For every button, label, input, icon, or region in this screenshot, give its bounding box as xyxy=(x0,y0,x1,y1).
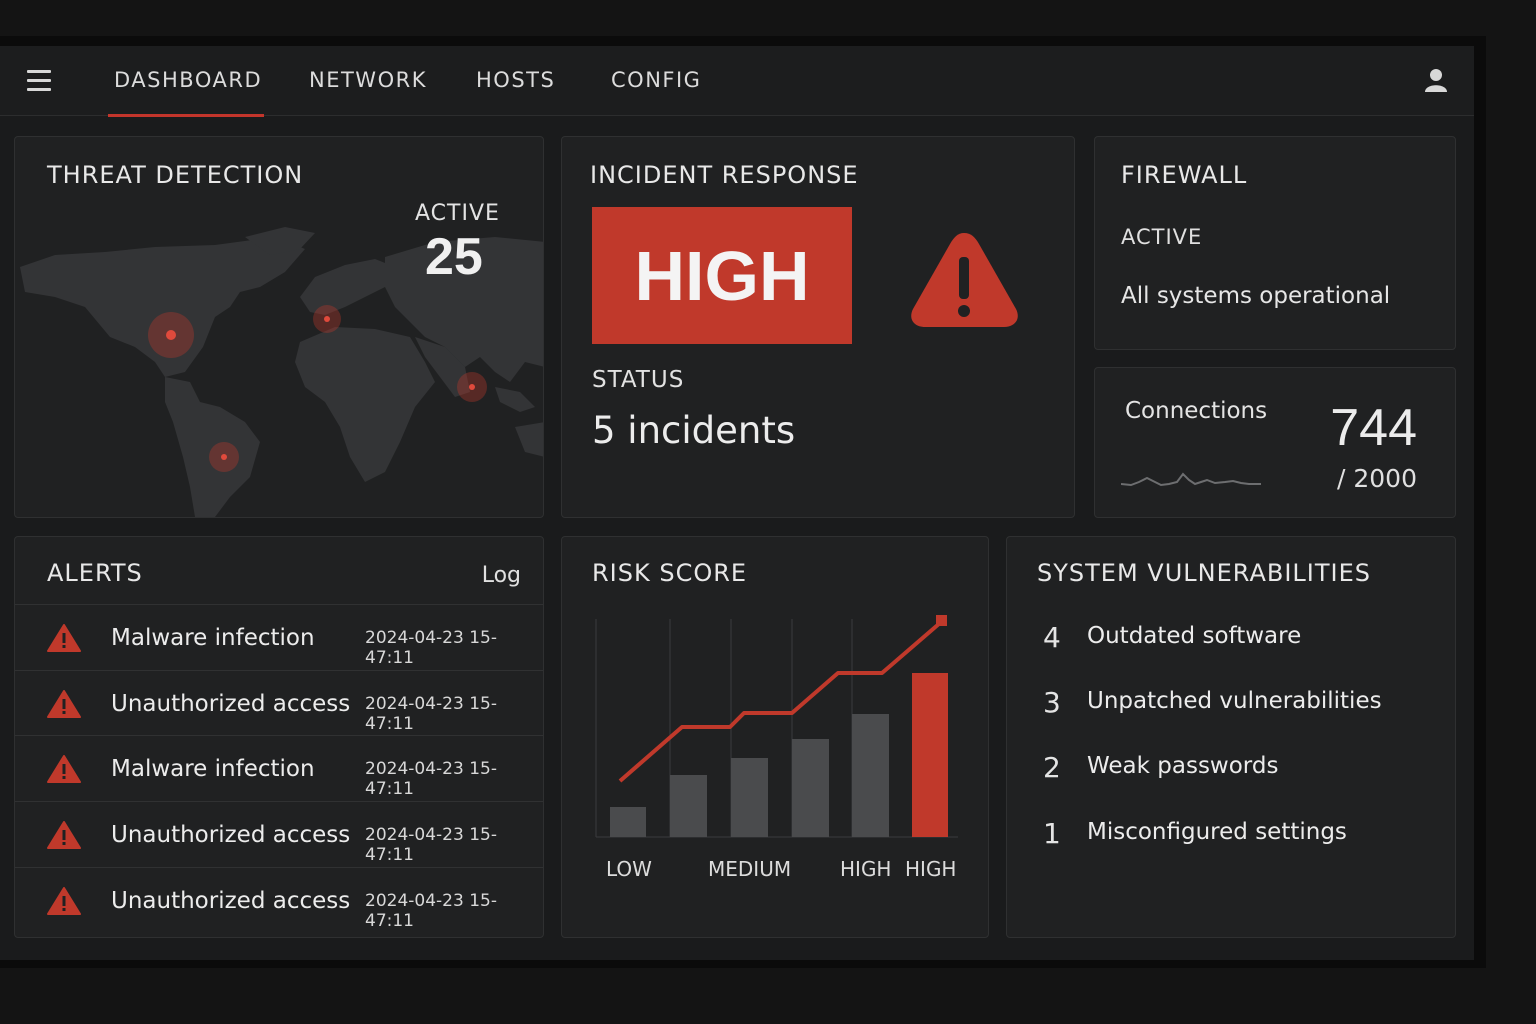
world-map xyxy=(20,227,543,517)
connections-value: 744 xyxy=(1330,399,1417,457)
active-threats-count: 25 xyxy=(425,228,483,286)
connections-sparkline xyxy=(1121,472,1261,487)
connections-max: / 2000 xyxy=(1337,464,1417,493)
vulnerability-label: Unpatched vulnerabilities xyxy=(1087,688,1382,714)
alert-message: Unauthorized access xyxy=(111,822,351,848)
risk-tick-label: HIGH xyxy=(840,857,892,881)
risk-trend-endpoint xyxy=(936,615,947,626)
tab-config[interactable]: CONFIG xyxy=(611,68,702,92)
alert-timestamp: 2024-04-23 15-47:11 xyxy=(365,825,497,865)
incident-title: INCIDENT RESPONSE xyxy=(590,161,859,189)
risk-chart xyxy=(595,615,958,838)
risk-title: RISK SCORE xyxy=(592,559,748,587)
incident-status-value: 5 incidents xyxy=(592,409,796,452)
connections-panel: Connections 744 / 2000 xyxy=(1094,367,1456,518)
vulnerability-count: 2 xyxy=(1043,751,1061,784)
risk-bar xyxy=(670,775,707,837)
vulnerability-count: 4 xyxy=(1043,621,1061,654)
alert-timestamp: 2024-04-23 15-47:11 xyxy=(365,891,497,931)
vulnerabilities-panel: SYSTEM VULNERABILITIES 4 Outdated softwa… xyxy=(1006,536,1456,938)
warning-icon xyxy=(47,624,81,652)
risk-bar-highlight xyxy=(912,673,948,837)
risk-trend-line xyxy=(618,621,942,783)
firewall-panel: FIREWALL ACTIVE All systems operational xyxy=(1094,136,1456,350)
alert-timestamp: 2024-04-23 15-47:11 xyxy=(365,759,497,799)
vulnerability-count: 1 xyxy=(1043,817,1061,850)
alert-timestamp: 2024-04-23 15-47:11 xyxy=(365,694,497,734)
vulnerabilities-title: SYSTEM VULNERABILITIES xyxy=(1037,559,1372,587)
alert-message: Malware infection xyxy=(111,625,315,651)
warning-icon xyxy=(47,690,81,718)
vulnerability-label: Outdated software xyxy=(1087,623,1302,649)
risk-bar xyxy=(731,758,768,837)
alert-row[interactable]: Malware infection 2024-04-23 15-47:11 xyxy=(15,604,543,670)
alert-message: Unauthorized access xyxy=(111,888,351,914)
alert-row[interactable]: Unauthorized access 2024-04-23 15-47:11 xyxy=(15,801,543,867)
tab-hosts[interactable]: HOSTS xyxy=(476,68,556,92)
firewall-title: FIREWALL xyxy=(1121,161,1248,189)
connections-label: Connections xyxy=(1125,398,1268,424)
firewall-state: ACTIVE xyxy=(1121,225,1203,249)
vulnerability-count: 3 xyxy=(1043,686,1061,719)
warning-icon xyxy=(47,755,81,783)
alert-row[interactable]: Unauthorized access 2024-04-23 15-47:11 xyxy=(15,867,543,933)
risk-bar xyxy=(610,807,646,837)
warning-icon xyxy=(47,821,81,849)
tab-network[interactable]: NETWORK xyxy=(309,68,427,92)
incident-level-badge: HIGH xyxy=(592,207,852,344)
top-nav: DASHBOARD NETWORK HOSTS CONFIG xyxy=(0,46,1474,117)
vulnerability-label: Misconfigured settings xyxy=(1087,819,1347,845)
firewall-message: All systems operational xyxy=(1121,283,1391,309)
alert-message: Unauthorized access xyxy=(111,691,351,717)
risk-tick-label: MEDIUM xyxy=(708,857,792,881)
alert-message: Malware infection xyxy=(111,756,315,782)
hamburger-icon[interactable] xyxy=(27,70,51,92)
threat-detection-panel: THREAT DETECTION xyxy=(14,136,544,518)
incident-response-panel: INCIDENT RESPONSE HIGH STATUS 5 incident… xyxy=(561,136,1075,518)
risk-tick-label: HIGH xyxy=(905,857,957,881)
risk-score-panel: RISK SCORE LOW MEDIUM HIGH HIGH xyxy=(561,536,989,938)
dashboard-screen: DASHBOARD NETWORK HOSTS CONFIG THREAT DE… xyxy=(0,46,1474,960)
warning-icon xyxy=(47,887,81,915)
threat-title: THREAT DETECTION xyxy=(47,161,304,189)
user-icon[interactable] xyxy=(1422,66,1450,94)
alerts-title: ALERTS xyxy=(47,559,143,587)
active-threats-label: ACTIVE xyxy=(415,201,500,226)
alert-row[interactable]: Malware infection 2024-04-23 15-47:11 xyxy=(15,735,543,801)
risk-bar xyxy=(792,739,829,837)
alert-row[interactable]: Unauthorized access 2024-04-23 15-47:11 xyxy=(15,670,543,736)
risk-bar xyxy=(852,714,889,837)
alerts-log-link[interactable]: Log xyxy=(481,563,521,588)
threat-markers xyxy=(148,305,487,472)
vulnerability-label: Weak passwords xyxy=(1087,753,1279,779)
alerts-panel: ALERTS Log Malware infection 2024-04-23 … xyxy=(14,536,544,938)
risk-tick-label: LOW xyxy=(606,857,652,881)
incident-status-label: STATUS xyxy=(592,367,685,393)
tab-dashboard[interactable]: DASHBOARD xyxy=(107,68,265,117)
warning-icon xyxy=(911,233,1018,327)
alert-timestamp: 2024-04-23 15-47:11 xyxy=(365,628,497,668)
